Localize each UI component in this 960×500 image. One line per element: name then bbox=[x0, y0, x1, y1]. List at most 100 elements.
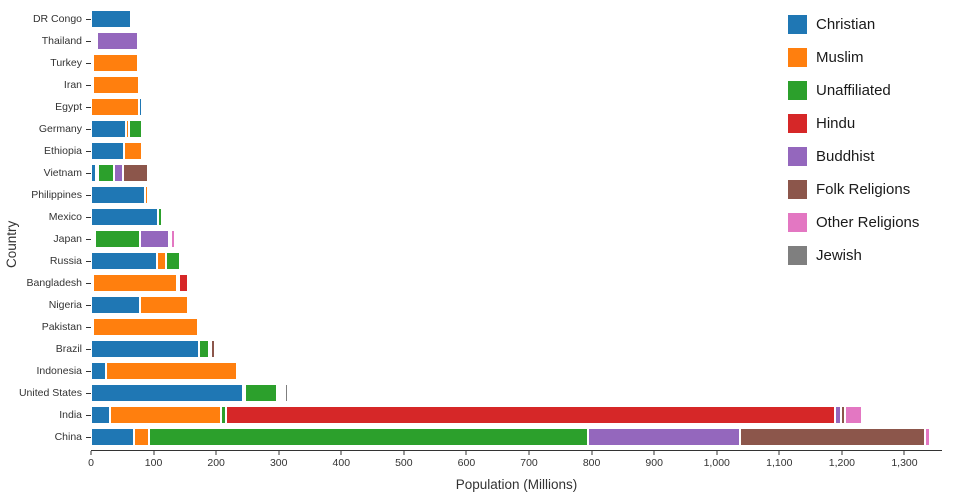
bar-segment-buddhist[interactable] bbox=[209, 340, 212, 358]
legend-item-muslim[interactable]: Muslim bbox=[788, 41, 956, 74]
bar-segment-folk-religions[interactable] bbox=[190, 296, 193, 314]
bar-segment-folk-religions[interactable] bbox=[211, 340, 215, 358]
bar-segment-folk-religions[interactable] bbox=[740, 428, 925, 446]
bar-segment-buddhist[interactable] bbox=[97, 32, 138, 50]
bar-segment-buddhist[interactable] bbox=[180, 252, 183, 270]
bar-segment-christian[interactable] bbox=[91, 406, 111, 424]
bar-segment-jewish[interactable] bbox=[184, 252, 187, 270]
bar-segment-jewish[interactable] bbox=[216, 340, 219, 358]
bar-segment-muslim[interactable] bbox=[105, 362, 237, 380]
bar-segment-other-religions[interactable] bbox=[139, 54, 142, 72]
bar-segment-muslim[interactable] bbox=[110, 406, 221, 424]
legend-item-unaffiliated[interactable]: Unaffiliated bbox=[788, 74, 956, 107]
bar-segment-muslim[interactable] bbox=[93, 274, 178, 292]
bar-segment-muslim[interactable] bbox=[145, 186, 149, 204]
bar-segment-buddhist[interactable] bbox=[241, 362, 244, 380]
bar-segment-christian[interactable] bbox=[91, 274, 93, 292]
legend-item-buddhist[interactable]: Buddhist bbox=[788, 140, 956, 173]
bar-segment-other-religions[interactable] bbox=[136, 10, 139, 28]
bar-segment-folk-religions[interactable] bbox=[189, 274, 192, 292]
bar-segment-folk-religions[interactable] bbox=[841, 406, 845, 424]
bar-segment-christian[interactable] bbox=[91, 186, 146, 204]
bar-segment-jewish[interactable] bbox=[284, 384, 289, 402]
bar-segment-other-religions[interactable] bbox=[144, 120, 147, 138]
bar-segment-unaffiliated[interactable] bbox=[137, 54, 140, 72]
bar-segment-buddhist[interactable] bbox=[835, 406, 842, 424]
bar-segment-folk-religions[interactable] bbox=[280, 384, 283, 402]
bar-segment-unaffiliated[interactable] bbox=[95, 230, 141, 248]
bar-segment-muslim[interactable] bbox=[243, 384, 246, 402]
bar-segment-christian[interactable] bbox=[91, 252, 157, 270]
bar-segment-christian[interactable] bbox=[91, 164, 96, 182]
bar-segment-christian[interactable] bbox=[91, 32, 93, 50]
bar-segment-jewish[interactable] bbox=[163, 208, 166, 226]
bar-segment-muslim[interactable] bbox=[139, 296, 189, 314]
bar-segment-buddhist[interactable] bbox=[187, 274, 190, 292]
bar-segment-unaffiliated[interactable] bbox=[188, 296, 191, 314]
bar-segment-unaffiliated[interactable] bbox=[148, 186, 151, 204]
bar-segment-unaffiliated[interactable] bbox=[139, 76, 142, 94]
bar-segment-unaffiliated[interactable] bbox=[95, 32, 98, 50]
bar-segment-buddhist[interactable] bbox=[142, 120, 145, 138]
bar-segment-folk-religions[interactable] bbox=[134, 10, 137, 28]
bar-segment-unaffiliated[interactable] bbox=[141, 98, 144, 116]
bar-segment-unaffiliated[interactable] bbox=[177, 274, 180, 292]
bar-segment-christian[interactable] bbox=[91, 362, 106, 380]
bar-segment-hindu[interactable] bbox=[238, 362, 242, 380]
bar-segment-muslim[interactable] bbox=[130, 10, 133, 28]
bar-segment-christian[interactable] bbox=[91, 230, 93, 248]
bar-segment-buddhist[interactable] bbox=[587, 428, 741, 446]
bar-segment-muslim[interactable] bbox=[133, 428, 150, 446]
bar-segment-christian[interactable] bbox=[91, 76, 93, 94]
bar-segment-christian[interactable] bbox=[91, 120, 127, 138]
bar-segment-unaffiliated[interactable] bbox=[165, 252, 181, 270]
bar-segment-other-religions[interactable] bbox=[141, 76, 144, 94]
bar-segment-folk-religions[interactable] bbox=[122, 164, 148, 182]
bar-segment-muslim[interactable] bbox=[93, 32, 96, 50]
bar-segment-hindu[interactable] bbox=[276, 384, 279, 402]
bar-segment-muslim[interactable] bbox=[126, 120, 130, 138]
bar-segment-other-religions[interactable] bbox=[192, 296, 195, 314]
bar-segment-other-religions[interactable] bbox=[924, 428, 931, 446]
bar-segment-folk-religions[interactable] bbox=[243, 362, 246, 380]
bar-segment-unaffiliated[interactable] bbox=[245, 384, 277, 402]
bar-segment-folk-religions[interactable] bbox=[150, 186, 153, 204]
bar-segment-other-religions[interactable] bbox=[152, 186, 155, 204]
bar-segment-christian[interactable] bbox=[91, 10, 131, 28]
legend-item-christian[interactable]: Christian bbox=[788, 8, 956, 41]
legend-item-hindu[interactable]: Hindu bbox=[788, 107, 956, 140]
bar-segment-other-religions[interactable] bbox=[147, 164, 150, 182]
bar-segment-muslim[interactable] bbox=[93, 76, 140, 94]
bar-segment-jewish[interactable] bbox=[146, 120, 149, 138]
bar-segment-other-religions[interactable] bbox=[214, 340, 217, 358]
bar-segment-muslim[interactable] bbox=[123, 142, 142, 160]
bar-segment-christian[interactable] bbox=[91, 208, 159, 226]
bar-segment-folk-religions[interactable] bbox=[168, 230, 171, 248]
bar-segment-buddhist[interactable] bbox=[278, 384, 281, 402]
legend-item-jewish[interactable]: Jewish bbox=[788, 239, 956, 272]
bar-segment-muslim[interactable] bbox=[93, 318, 198, 336]
bar-segment-hindu[interactable] bbox=[197, 318, 200, 336]
bar-segment-unaffiliated[interactable] bbox=[141, 142, 144, 160]
bar-segment-unaffiliated[interactable] bbox=[129, 120, 143, 138]
bar-segment-other-religions[interactable] bbox=[170, 230, 175, 248]
bar-segment-unaffiliated[interactable] bbox=[158, 208, 162, 226]
bar-segment-muslim[interactable] bbox=[93, 54, 138, 72]
bar-segment-christian[interactable] bbox=[91, 142, 124, 160]
bar-segment-folk-religions[interactable] bbox=[182, 252, 185, 270]
bar-segment-buddhist[interactable] bbox=[140, 230, 169, 248]
bar-segment-christian[interactable] bbox=[91, 54, 93, 72]
bar-segment-unaffiliated[interactable] bbox=[149, 428, 588, 446]
bar-segment-christian[interactable] bbox=[91, 296, 140, 314]
bar-segment-hindu[interactable] bbox=[226, 406, 836, 424]
bar-segment-christian[interactable] bbox=[91, 340, 200, 358]
bar-segment-unaffiliated[interactable] bbox=[199, 340, 210, 358]
bar-segment-unaffiliated[interactable] bbox=[220, 406, 227, 424]
bar-segment-other-religions[interactable] bbox=[844, 406, 862, 424]
bar-segment-other-religions[interactable] bbox=[282, 384, 285, 402]
bar-segment-unaffiliated[interactable] bbox=[132, 10, 135, 28]
bar-segment-folk-religions[interactable] bbox=[137, 32, 140, 50]
bar-segment-christian[interactable] bbox=[139, 98, 142, 116]
bar-segment-muslim[interactable] bbox=[91, 98, 140, 116]
bar-segment-christian[interactable] bbox=[91, 428, 134, 446]
